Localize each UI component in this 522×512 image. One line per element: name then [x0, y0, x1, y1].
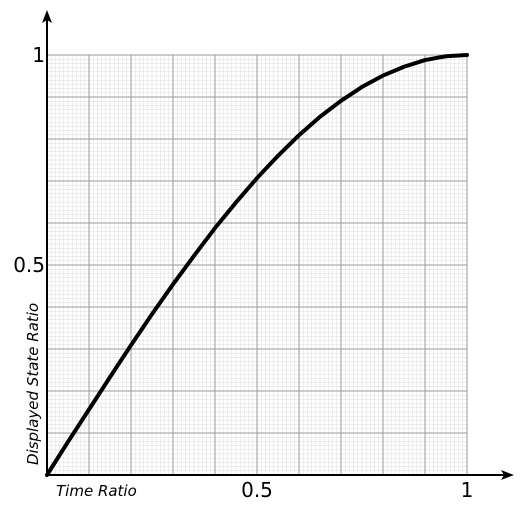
- x-axis-arrowhead: [501, 470, 514, 480]
- y-axis-arrowhead: [42, 10, 52, 23]
- x-axis-title: Time Ratio: [56, 482, 137, 500]
- series-line: [45, 53, 469, 477]
- y-axis-title: Displayed State Ratio: [24, 303, 42, 465]
- major-grid: [47, 54, 468, 475]
- x-tick-label: 1: [461, 478, 474, 502]
- x-tick-label: 0.5: [241, 478, 273, 502]
- tick-labels: 0.5 1 0.5 1: [13, 43, 473, 502]
- series-layer: [45, 53, 469, 477]
- axes: [42, 10, 514, 480]
- y-tick-label: 0.5: [13, 253, 45, 277]
- y-tick-label: 1: [32, 43, 45, 67]
